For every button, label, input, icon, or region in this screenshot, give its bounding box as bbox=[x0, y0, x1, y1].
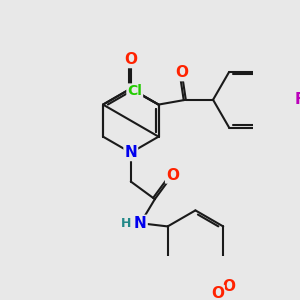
Text: O: O bbox=[166, 168, 179, 183]
Text: O: O bbox=[175, 65, 188, 80]
Text: O: O bbox=[211, 286, 224, 300]
Text: N: N bbox=[124, 145, 137, 160]
Text: N: N bbox=[134, 216, 147, 231]
Text: O: O bbox=[222, 279, 235, 294]
Text: Cl: Cl bbox=[127, 84, 142, 98]
Text: O: O bbox=[124, 52, 137, 67]
Text: H: H bbox=[121, 217, 131, 230]
Text: F: F bbox=[294, 92, 300, 107]
